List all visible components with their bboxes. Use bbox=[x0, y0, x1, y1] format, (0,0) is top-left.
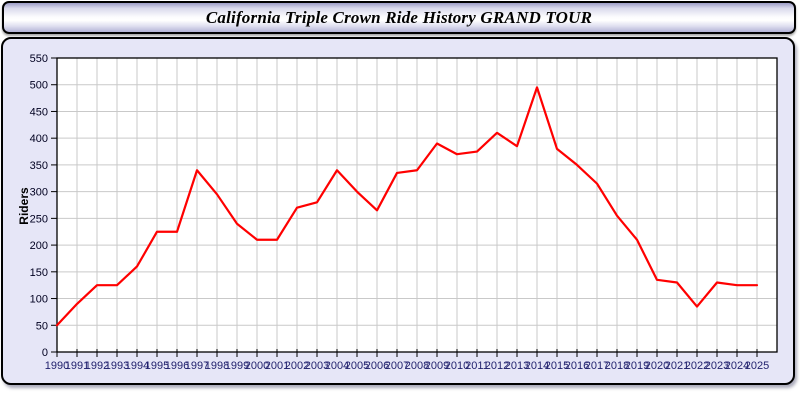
y-tick-label: 250 bbox=[30, 213, 48, 225]
x-tick-label: 1993 bbox=[105, 360, 129, 372]
x-tick-label: 2009 bbox=[425, 360, 449, 372]
y-tick-label: 300 bbox=[30, 187, 48, 199]
y-tick-label: 100 bbox=[30, 294, 48, 306]
x-tick-label: 2005 bbox=[345, 360, 369, 372]
x-tick-label: 2004 bbox=[325, 360, 349, 372]
x-tick-label: 2002 bbox=[285, 360, 309, 372]
x-tick-label: 1992 bbox=[85, 360, 109, 372]
x-tick-label: 1999 bbox=[225, 360, 249, 372]
x-tick-label: 2023 bbox=[705, 360, 729, 372]
x-tick-label: 1998 bbox=[205, 360, 229, 372]
y-tick-label: 450 bbox=[30, 106, 48, 118]
y-tick-label: 200 bbox=[30, 240, 48, 252]
x-tick-label: 2020 bbox=[645, 360, 669, 372]
y-tick-label: 550 bbox=[30, 53, 48, 65]
x-tick-label: 2019 bbox=[625, 360, 649, 372]
x-tick-label: 2015 bbox=[545, 360, 569, 372]
y-tick-label: 400 bbox=[30, 133, 48, 145]
x-tick-label: 2007 bbox=[385, 360, 409, 372]
x-tick-label: 2021 bbox=[665, 360, 689, 372]
x-tick-label: 2017 bbox=[585, 360, 609, 372]
x-tick-label: 1995 bbox=[145, 360, 169, 372]
title-bar: California Triple Crown Ride History GRA… bbox=[2, 1, 796, 34]
x-tick-label: 2000 bbox=[245, 360, 269, 372]
x-tick-label: 2018 bbox=[605, 360, 629, 372]
x-tick-label: 2014 bbox=[525, 360, 549, 372]
chart-svg: 0501001502002503003504004505005501990199… bbox=[30, 53, 778, 372]
y-tick-label: 350 bbox=[30, 160, 48, 172]
x-tick-label: 1994 bbox=[125, 360, 149, 372]
chart-title: California Triple Crown Ride History GRA… bbox=[205, 7, 593, 27]
x-tick-label: 2001 bbox=[265, 360, 289, 372]
x-tick-label: 2003 bbox=[305, 360, 329, 372]
x-tick-label: 2006 bbox=[365, 360, 389, 372]
x-tick-label: 2024 bbox=[725, 360, 749, 372]
x-tick-label: 2013 bbox=[505, 360, 529, 372]
x-tick-label: 2022 bbox=[685, 360, 709, 372]
x-tick-label: 2016 bbox=[565, 360, 589, 372]
x-tick-label: 1996 bbox=[165, 360, 189, 372]
x-tick-label: 2025 bbox=[745, 360, 769, 372]
x-tick-label: 2008 bbox=[405, 360, 429, 372]
y-tick-label: 50 bbox=[36, 320, 48, 332]
riders-series-line bbox=[55, 86, 759, 327]
x-tick-label: 1990 bbox=[45, 360, 69, 372]
y-axis-title: Riders bbox=[17, 187, 31, 225]
y-tick-label: 0 bbox=[42, 347, 48, 359]
x-tick-label: 2012 bbox=[485, 360, 509, 372]
x-tick-label: 2011 bbox=[465, 360, 489, 372]
x-tick-label: 2010 bbox=[445, 360, 469, 372]
x-tick-label: 1991 bbox=[65, 360, 89, 372]
x-tick-label: 1997 bbox=[185, 360, 209, 372]
y-tick-label: 500 bbox=[30, 80, 48, 92]
chart-panel: 0 50 100 150 200 250 300 350 400 450 500 550 1990 199… bbox=[1, 37, 795, 385]
y-tick-label: 150 bbox=[30, 267, 48, 279]
